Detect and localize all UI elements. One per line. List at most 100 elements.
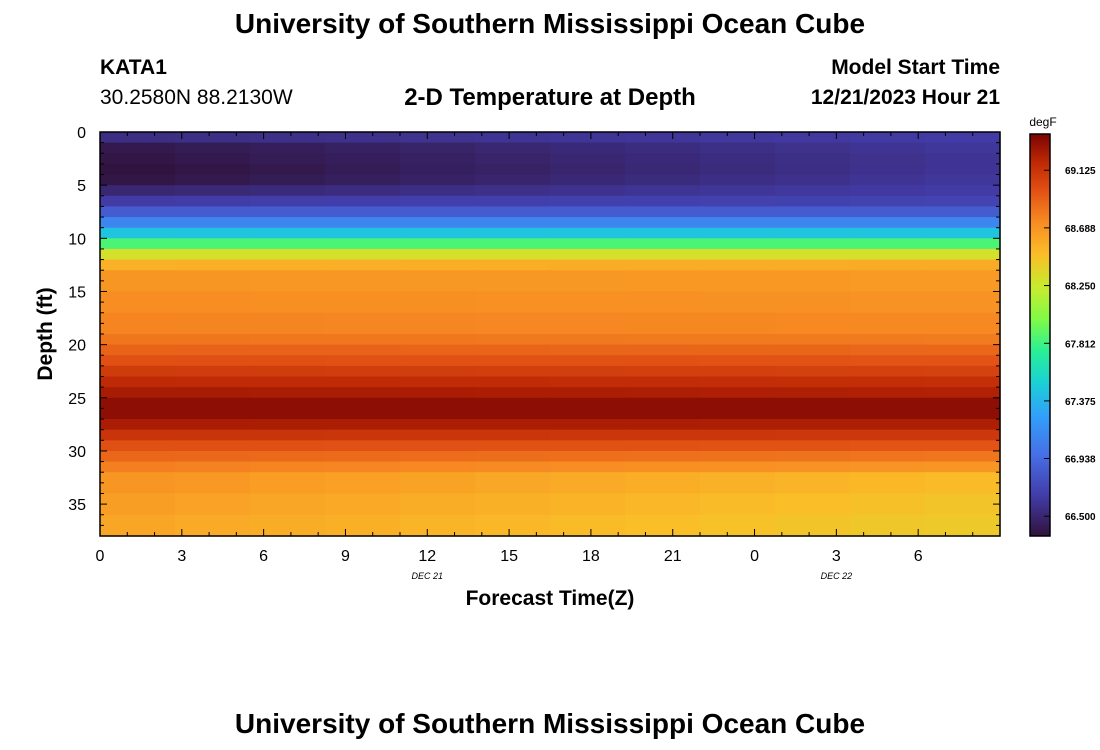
heatmap-cell <box>925 238 1001 250</box>
heatmap-cell <box>100 142 176 154</box>
heatmap-cell <box>400 174 476 186</box>
station-id: KATA1 <box>100 56 167 79</box>
heatmap-cell <box>775 238 851 250</box>
x-tick-label: 21 <box>664 548 682 565</box>
heatmap-cell <box>775 355 851 367</box>
heatmap-cell <box>625 514 701 537</box>
heatmap-cell <box>700 493 776 516</box>
heatmap-cell <box>775 163 851 176</box>
heatmap-cell <box>550 312 626 335</box>
heatmap-cell <box>550 227 626 239</box>
heatmap-cell <box>175 238 251 250</box>
heatmap-cell <box>700 355 776 367</box>
heatmap-cell <box>625 450 701 463</box>
heatmap-cell <box>850 355 926 367</box>
heatmap-cell <box>325 248 401 261</box>
heatmap-cell <box>325 291 401 314</box>
heatmap-cell <box>850 227 926 239</box>
heatmap-cell <box>250 376 326 388</box>
heatmap-cell <box>175 429 251 441</box>
heatmap-cell <box>325 419 401 431</box>
model-start-value: 12/21/2023 Hour 21 <box>810 86 1000 109</box>
heatmap-cell <box>625 355 701 367</box>
heatmap-cell <box>700 472 776 495</box>
heatmap-cell <box>625 132 701 144</box>
heatmap-cell <box>700 163 776 176</box>
heatmap-cell <box>250 206 326 218</box>
heatmap-cell <box>775 132 851 144</box>
heatmap-cell <box>625 291 701 314</box>
heatmap-cell <box>100 153 176 165</box>
heatmap-cell <box>400 206 476 218</box>
heatmap-cell <box>100 450 176 463</box>
x-tick-label: 3 <box>177 548 186 565</box>
heatmap-cell <box>475 397 551 420</box>
heatmap-cell <box>250 142 326 154</box>
heatmap-cell <box>475 153 551 165</box>
heatmap-cell <box>625 238 701 250</box>
heatmap-cell <box>250 419 326 431</box>
heatmap-cell <box>775 344 851 356</box>
station-coordinates: 30.2580N 88.2130W <box>100 86 293 109</box>
heatmap-cell <box>625 227 701 239</box>
heatmap-cell <box>250 153 326 165</box>
heatmap-cell <box>325 334 401 346</box>
heatmap-cell <box>550 514 626 537</box>
x-tick-label: 0 <box>750 548 759 565</box>
heatmap-cell <box>850 174 926 186</box>
heatmap-cell <box>550 334 626 346</box>
heatmap-cell <box>925 493 1001 516</box>
heatmap-cell <box>250 461 326 473</box>
heatmap-cell <box>550 259 626 271</box>
heatmap-cell <box>700 461 776 473</box>
heatmap-cell <box>625 419 701 431</box>
heatmap-cell <box>250 185 326 197</box>
heatmap-cell <box>325 206 401 218</box>
heatmap-cell <box>550 206 626 218</box>
heatmap-cell <box>700 397 776 420</box>
heatmap-cell <box>325 376 401 388</box>
heatmap-cell <box>175 334 251 346</box>
heatmap-cell <box>625 493 701 516</box>
heatmap-cell <box>175 227 251 239</box>
heatmap-cell <box>100 195 176 208</box>
heatmap-cell <box>625 270 701 293</box>
heatmap-cell <box>925 397 1001 420</box>
heatmap-cell <box>175 355 251 367</box>
heatmap-cell <box>400 217 476 229</box>
heatmap-cell <box>400 461 476 473</box>
heatmap-cell <box>175 185 251 197</box>
heatmap-cell <box>625 344 701 356</box>
heatmap-cell <box>100 493 176 516</box>
heatmap-cell <box>550 174 626 186</box>
heatmap-cell <box>325 174 401 186</box>
heatmap-cell <box>775 174 851 186</box>
heatmap-cell <box>625 153 701 165</box>
heatmap-cell <box>850 376 926 388</box>
heatmap-cell <box>250 163 326 176</box>
heatmap-cell <box>475 132 551 144</box>
heatmap-cell <box>400 397 476 420</box>
heatmap-cell <box>775 153 851 165</box>
heatmap-cell <box>250 312 326 335</box>
heatmap-cell <box>850 365 926 378</box>
heatmap-cell <box>250 429 326 441</box>
heatmap-cell <box>325 472 401 495</box>
heatmap-cell <box>925 376 1001 388</box>
heatmap-cell <box>775 227 851 239</box>
heatmap-cell <box>925 472 1001 495</box>
heatmap-cell <box>550 248 626 261</box>
heatmap-cell <box>775 312 851 335</box>
heatmap-cell <box>625 185 701 197</box>
heatmap-cell <box>700 312 776 335</box>
heatmap-cell <box>850 259 926 271</box>
heatmap-cell <box>925 259 1001 271</box>
heatmap-cell <box>625 365 701 378</box>
heatmap-cell <box>175 312 251 335</box>
heatmap-cell <box>625 472 701 495</box>
temperature-depth-chart: 0 3 6 9 12 15 18 21 0 3 6 DEC 21 DEC 22 0 5 10 15 20 25 30… <box>34 115 1096 610</box>
heatmap-cell <box>700 174 776 186</box>
model-start-label: Model Start Time <box>831 56 1000 79</box>
heatmap-cell <box>850 312 926 335</box>
heatmap-cell <box>475 227 551 239</box>
